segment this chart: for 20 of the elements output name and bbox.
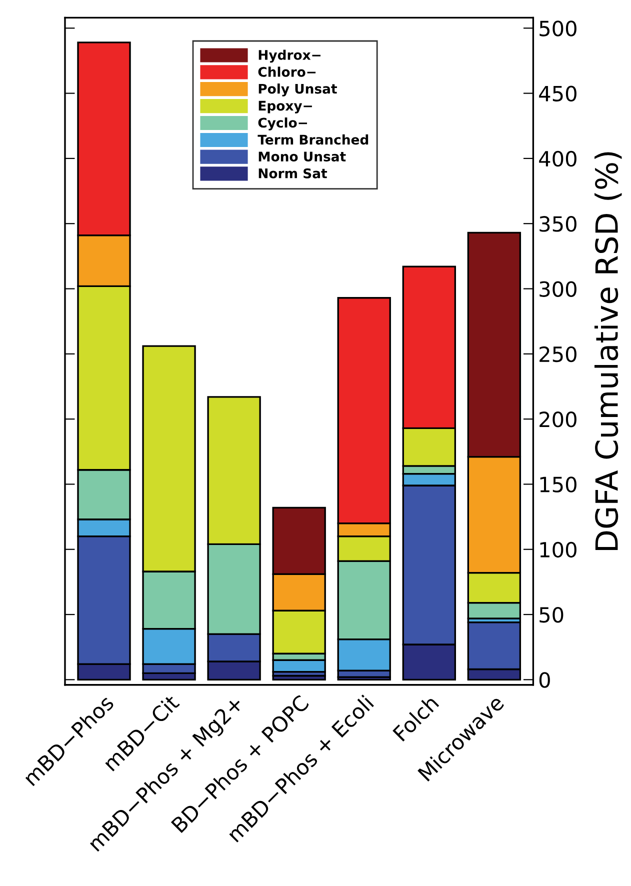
- legend-label: Norm Sat: [258, 168, 328, 178]
- y-tick-label: 300: [540, 281, 576, 297]
- legend-label: Term Branched: [258, 134, 368, 145]
- y-tick-label: 350: [540, 216, 576, 232]
- y-tick-label: 100: [540, 542, 576, 558]
- y-tick-label: 500: [540, 20, 576, 36]
- legend-label: Hydrox−: [258, 50, 320, 63]
- y-tick-label: 0: [539, 672, 550, 688]
- legend-label: Poly Unsat: [258, 84, 337, 96]
- legend-label: Epoxy−: [258, 100, 312, 114]
- y-tick-label: 250: [540, 346, 576, 362]
- y-tick-label: 150: [540, 476, 576, 492]
- legend-label: Cyclo−: [258, 117, 308, 130]
- legend-label: Mono Unsat: [258, 152, 346, 162]
- legend-label: Chloro−: [258, 66, 316, 77]
- y-tick-label: 50: [540, 606, 564, 623]
- y-tick-label: 400: [539, 150, 576, 167]
- y-tick-label: 200: [540, 412, 576, 428]
- y-axis-title: DGFA Cumulative RSD (%): [594, 152, 622, 550]
- y-tick-label: 450: [539, 86, 576, 102]
